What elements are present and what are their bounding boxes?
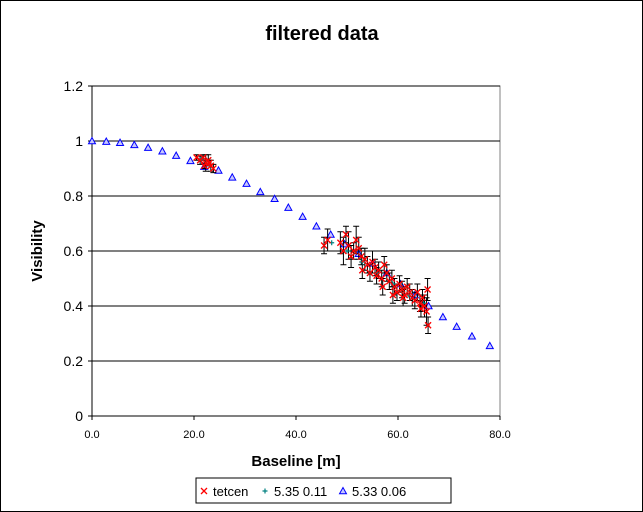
data-point-triangle [438, 312, 448, 321]
data-point-x [342, 231, 350, 238]
data-point-x [399, 294, 407, 302]
data-point-x [209, 165, 217, 172]
data-point-triangle [129, 140, 139, 149]
y-tick-label: 0.4 [64, 298, 84, 314]
data-point-triangle [214, 165, 223, 174]
data-point-x [375, 266, 383, 274]
data-point-x [417, 305, 425, 313]
data-point-triangle [101, 137, 111, 145]
data-point-triangle [242, 179, 251, 187]
x-tick-label: 80.0 [489, 429, 510, 441]
y-tick-label: 0.6 [64, 243, 84, 259]
data-point-x [361, 255, 369, 263]
data-point-x [424, 321, 432, 329]
data-point-x [413, 288, 421, 296]
data-point-x [389, 291, 397, 299]
data-point-x [205, 159, 213, 167]
series-tetcen [193, 154, 432, 329]
legend-label: 5.33 0.06 [352, 484, 406, 499]
data-point-x [380, 261, 388, 269]
legend-item: tetcen [200, 484, 248, 499]
y-tick-label: 0 [75, 408, 83, 424]
data-point-triangle [270, 194, 279, 203]
data-point-x [363, 261, 371, 269]
data-point-triangle [255, 187, 265, 196]
data-point-x [373, 272, 381, 280]
x-tick-label: 60.0 [387, 429, 408, 441]
y-tick-label: 1.2 [64, 78, 84, 94]
plot-area: 0 0.2 0.4 0.6 0.8 1 1.2 0.0 20.0 40.0 60.0 80.0 [64, 78, 511, 441]
gridlines [92, 85, 500, 362]
data-point-x [406, 288, 414, 296]
data-point-triangle [298, 212, 307, 220]
data-point-triangle [467, 331, 477, 340]
legend-item: 5.35 0.11 [262, 484, 327, 499]
data-point-plus [344, 248, 350, 254]
data-point-x [393, 288, 401, 296]
data-point-triangle [171, 151, 181, 159]
data-point-x [366, 269, 374, 277]
legend-item: 5.33 0.06 [338, 484, 406, 499]
data-point-x [324, 236, 332, 244]
y-axis-ticks: 0 0.2 0.4 0.6 0.8 1 1.2 [64, 78, 92, 424]
data-point-x [424, 286, 432, 293]
data-point-x [350, 247, 358, 255]
data-point-x [411, 297, 419, 304]
data-point-x [355, 244, 363, 252]
data-point-x [390, 283, 398, 291]
data-point-x [416, 299, 424, 307]
data-point-x [358, 266, 366, 274]
data-point-triangle [284, 203, 293, 211]
x-tick-label: 0.0 [84, 429, 99, 441]
data-point-triangle [158, 146, 167, 155]
data-point-x [352, 236, 360, 244]
data-point-x [423, 308, 431, 315]
data-point-triangle [143, 143, 153, 151]
y-tick-label: 0.8 [64, 188, 84, 204]
x-axis-title: Baseline [m] [251, 453, 340, 470]
data-point-x [396, 280, 403, 288]
y-tick-label: 0.2 [64, 353, 84, 369]
data-point-triangle [115, 138, 125, 146]
legend-label: tetcen [213, 484, 248, 499]
data-point-triangle [87, 136, 97, 145]
data-point-x [199, 154, 207, 161]
legend-label: 5.35 0.11 [274, 484, 327, 499]
data-point-x [369, 258, 376, 266]
data-point-x [320, 242, 328, 249]
chart-title: filtered data [265, 23, 379, 45]
data-point-x [388, 275, 396, 282]
legend-box [195, 477, 452, 504]
x-axis-ticks: 0.0 20.0 40.0 60.0 80.0 [84, 416, 511, 441]
data-point-triangle [186, 156, 195, 165]
data-point-x [347, 253, 355, 260]
data-point-x [378, 275, 386, 282]
data-point-triangle [452, 322, 461, 330]
data-point-x [339, 247, 347, 255]
series-layer [87, 136, 495, 350]
data-point-x [398, 286, 406, 293]
data-point-x [336, 239, 344, 247]
y-tick-label: 1 [75, 133, 83, 149]
legend-marker [262, 488, 268, 494]
y-axis-title: Visibility [29, 220, 46, 282]
x-tick-label: 40.0 [285, 429, 306, 441]
data-point-triangle [485, 341, 495, 350]
data-point-x [419, 294, 426, 302]
data-point-x [403, 283, 411, 291]
data-point-x [345, 242, 352, 249]
legend-marker [200, 487, 208, 495]
data-point-triangle [227, 172, 237, 181]
data-point-triangle [312, 221, 321, 230]
x-tick-label: 20.0 [183, 429, 204, 441]
data-point-x [200, 162, 208, 170]
data-point-x [379, 283, 387, 291]
data-point-x [383, 269, 391, 277]
legend: tetcen 5.35 0.11 5.33 0.06 [195, 477, 452, 504]
legend-marker [338, 486, 348, 495]
